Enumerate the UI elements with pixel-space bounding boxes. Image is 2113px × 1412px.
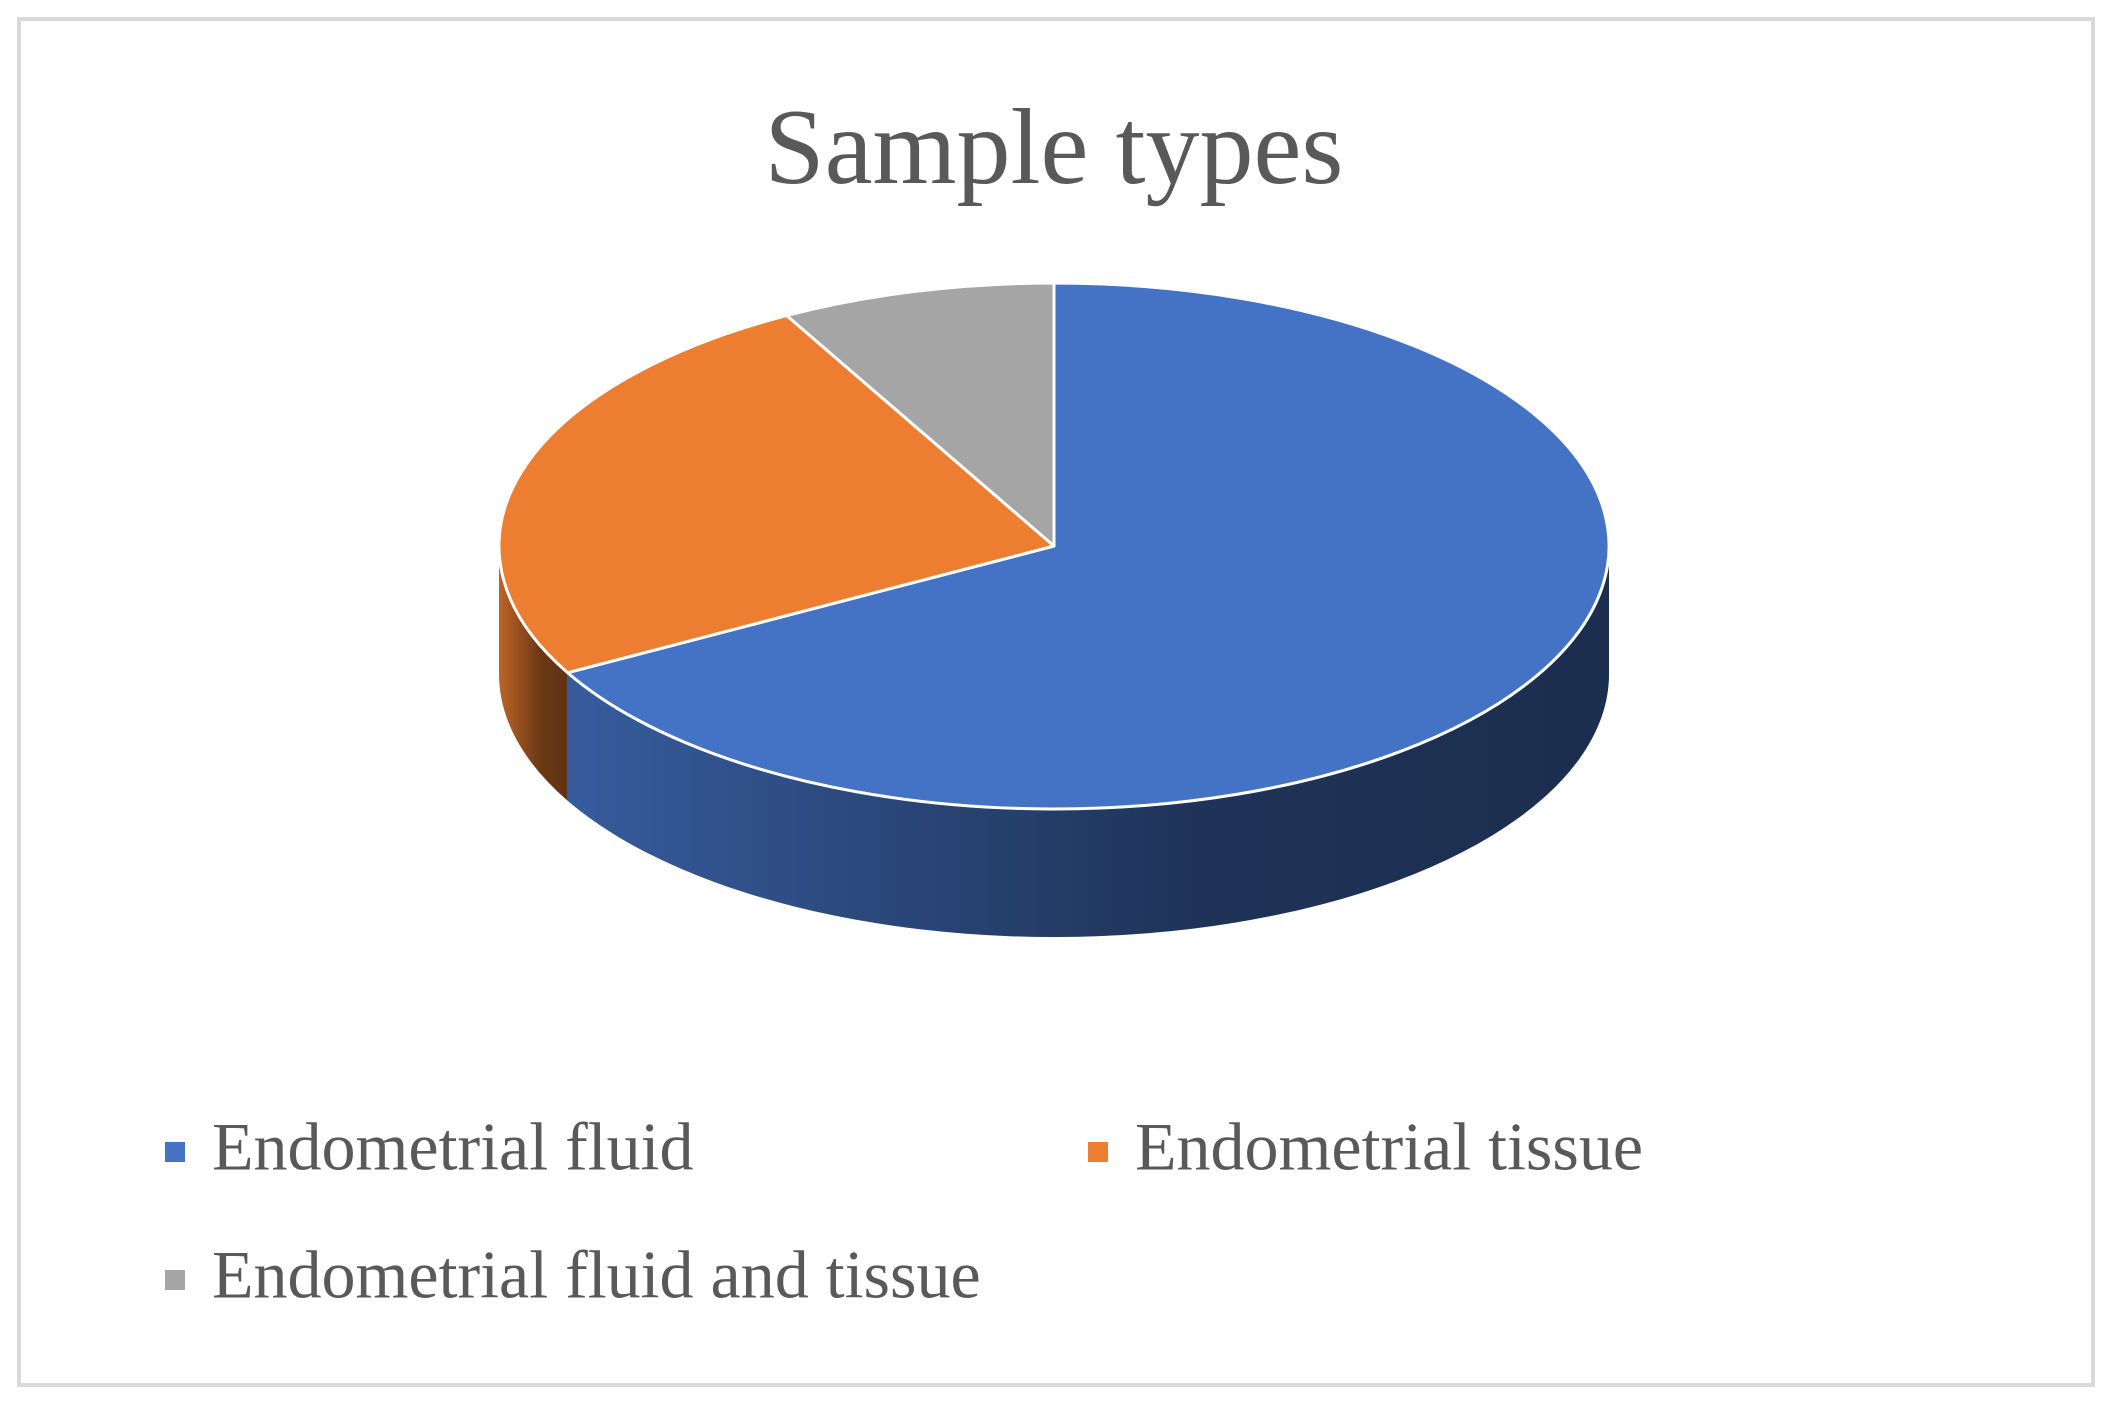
- side-shade: [567, 546, 1609, 937]
- legend-label: Endometrial fluid: [212, 1109, 694, 1185]
- slice: [497, 314, 1056, 675]
- legend-swatch: [165, 1142, 185, 1162]
- side-shade: [499, 546, 568, 801]
- legend-label: Endometrial fluid and tissue: [212, 1237, 981, 1313]
- legend-swatch: [1088, 1142, 1108, 1162]
- legend-swatch: [165, 1270, 185, 1290]
- slice: [785, 281, 1056, 548]
- slice: [566, 281, 1611, 811]
- chart-title: Sample types: [765, 88, 1344, 207]
- legend-label: Endometrial tissue: [1135, 1109, 1643, 1185]
